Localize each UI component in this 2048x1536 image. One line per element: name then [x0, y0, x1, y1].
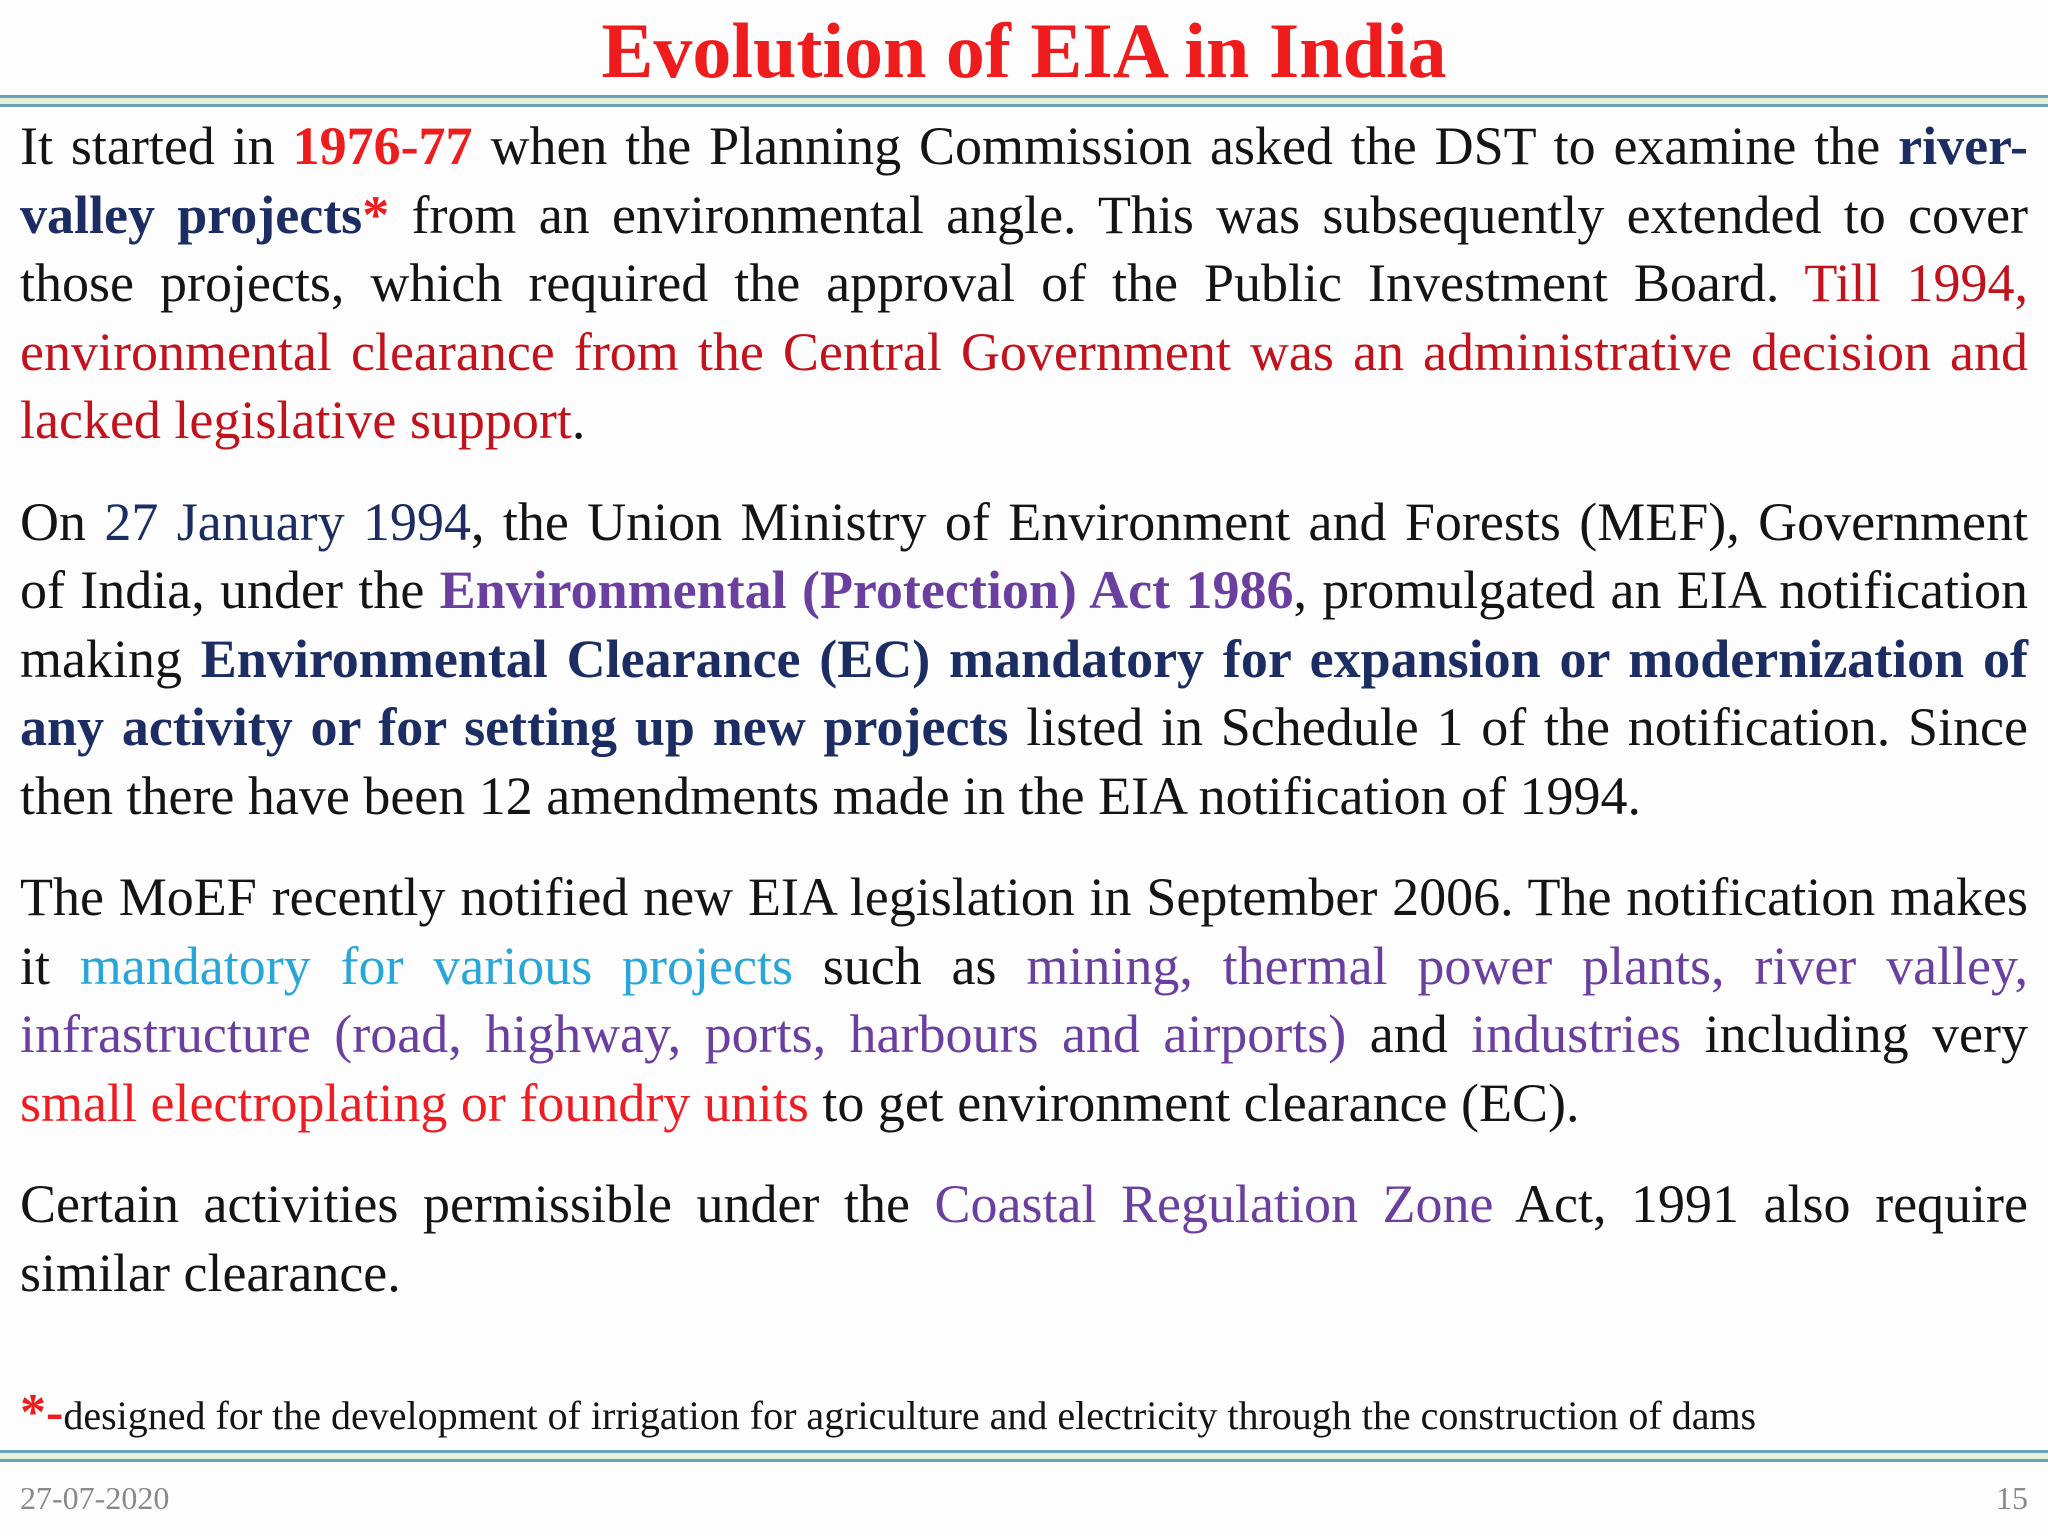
highlight-crz: Coastal Regulation Zone — [934, 1174, 1494, 1234]
text: from an environmental angle. This was su… — [20, 184, 2028, 314]
text: Certain activities permissible under the — [20, 1174, 935, 1234]
footnote-marker: * — [362, 184, 390, 245]
title-divider — [0, 95, 2048, 107]
footnote: *-designed for the development of irriga… — [20, 1385, 2028, 1444]
paragraph-eia-origin: It started in 1976-77 when the Planning … — [20, 112, 2028, 455]
highlight-project-list: mining, thermal power plants, river vall… — [20, 935, 2028, 1065]
text: It started in — [20, 116, 293, 176]
paragraph-1994-notification: On 27 January 1994, the Union Ministry o… — [20, 488, 2028, 831]
text: , promulgated an EIA notification making — [20, 560, 2028, 689]
highlight-year: 1976-77 — [292, 116, 473, 176]
page-number: 15 — [1996, 1480, 2028, 1516]
paragraph-2006-legislation: The MoEF recently notified new EIA legis… — [20, 863, 2028, 1137]
text: The MoEF recently notified new EIA legis… — [20, 867, 2028, 996]
highlight-date: 27 January 1994 — [104, 491, 471, 552]
footnote-text: designed for the development of irrigati… — [63, 1393, 1757, 1438]
footer-date: 27-07-2020 — [20, 1480, 170, 1516]
highlight-industries: industries — [1471, 1004, 1682, 1064]
highlight-act: Environmental (Protection) Act 1986 — [439, 560, 1294, 620]
text: . — [571, 390, 586, 450]
text: when the Planning Commission asked the D… — [472, 116, 1899, 176]
highlight-river-valley-projects: river-valley projects — [20, 116, 2028, 245]
text: such as — [792, 935, 1027, 996]
text: On — [20, 491, 105, 552]
slide-body: It started in 1976-77 when the Planning … — [20, 112, 2028, 1340]
text: and — [1346, 1004, 1472, 1064]
highlight-ec-mandatory: Environmental Clearance (EC) mandatory f… — [20, 628, 2028, 758]
highlight-mandatory: mandatory for various projects — [79, 935, 793, 996]
text: Act, 1991 also require similar clearance… — [20, 1174, 2028, 1303]
slide-title: Evolution of EIA in India — [601, 7, 1447, 94]
highlight-small-units: small electroplating or foundry units — [20, 1072, 809, 1133]
footnote-mark: *- — [20, 1384, 64, 1441]
text: , the Union Ministry of Environment and … — [20, 491, 2028, 621]
paragraph-crz: Certain activities permissible under the… — [20, 1170, 2028, 1307]
text: to get environment clearance (EC). — [808, 1072, 1580, 1133]
footer-divider — [0, 1450, 2048, 1462]
highlight-till-1994: Till 1994, environmental clearance from … — [20, 253, 2028, 450]
text: listed in Schedule 1 of the notification… — [20, 697, 2028, 826]
text: including very — [1681, 1004, 2028, 1064]
